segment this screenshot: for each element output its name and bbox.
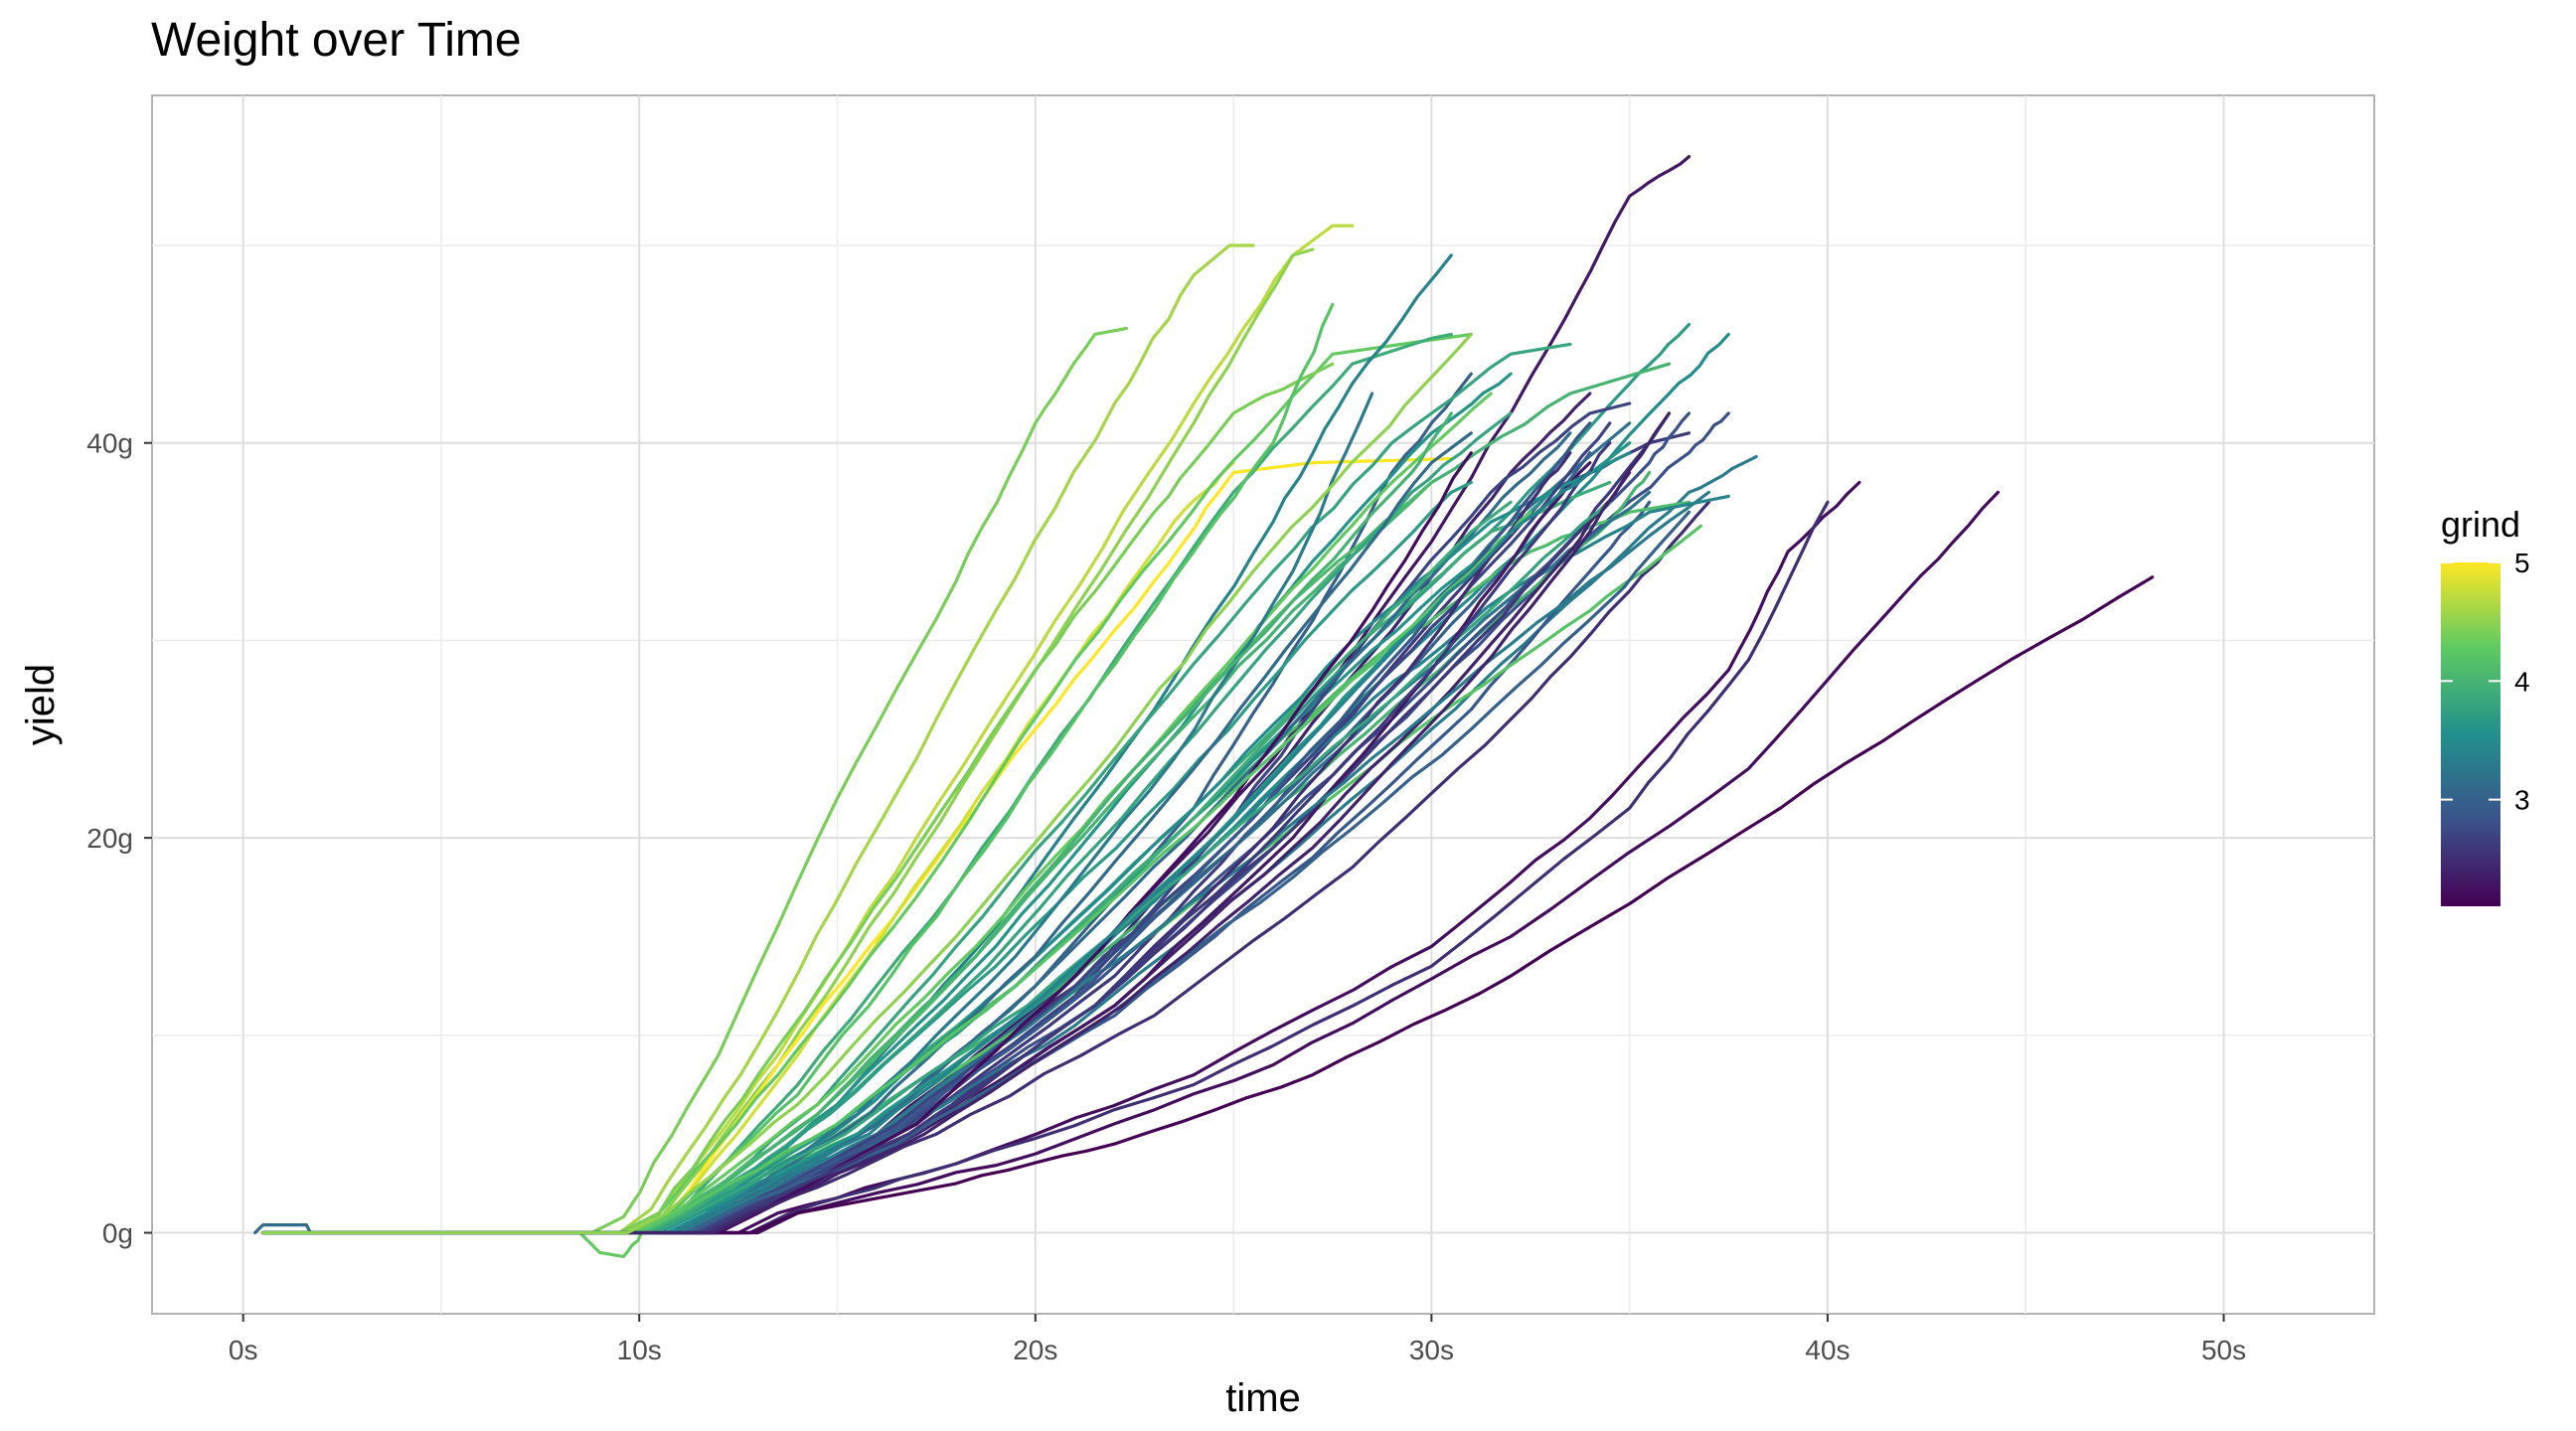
x-tick-label: 10s: [617, 1335, 662, 1365]
x-tick-label: 40s: [1805, 1335, 1850, 1365]
series-line: [261, 411, 1672, 1235]
legend-tick-label: 5: [2514, 548, 2530, 578]
legend-tick-label: 4: [2514, 666, 2530, 697]
legend: grind 3 4 5: [2441, 504, 2530, 906]
series-line: [261, 470, 1592, 1235]
series-line: [261, 510, 1532, 1235]
legend-tick-label: 3: [2514, 785, 2530, 816]
y-tick-label: 40g: [86, 428, 133, 459]
x-tick-label: 30s: [1409, 1335, 1454, 1365]
axis-ticks: 0s 10s 20s 30s 40s 50s 0g 20g 40g: [86, 428, 2246, 1365]
y-tick-label: 0g: [102, 1218, 133, 1249]
series-line: [261, 332, 1473, 1258]
series-line: [261, 411, 1453, 1235]
series-line: [261, 392, 1493, 1235]
series-line: [261, 575, 2155, 1235]
x-axis-title: time: [1225, 1376, 1301, 1420]
series-line: [261, 500, 1513, 1235]
series-line: [261, 421, 1592, 1235]
series-line: [261, 500, 1612, 1235]
plot-panel: [151, 94, 2375, 1315]
series-lines: [253, 155, 2155, 1258]
series-line: [261, 451, 1473, 1235]
legend-colorbar: [2441, 562, 2500, 906]
series-line: [261, 362, 1335, 1235]
series-line: [261, 326, 1129, 1235]
x-tick-label: 20s: [1013, 1335, 1057, 1365]
x-tick-label: 50s: [2201, 1335, 2246, 1365]
x-tick-label: 0s: [229, 1335, 258, 1365]
y-axis-title: yield: [19, 664, 63, 745]
series-line: [261, 303, 1335, 1235]
series-line: [261, 224, 1355, 1235]
series-line: [261, 247, 1315, 1235]
series-line: [261, 500, 1830, 1235]
legend-title: grind: [2441, 504, 2520, 545]
series-line: [261, 243, 1255, 1235]
series-line: [261, 441, 1612, 1235]
series-line: [261, 490, 2000, 1235]
series-line: [261, 461, 1235, 1235]
chart-title: Weight over Time: [151, 14, 522, 67]
series-line: [261, 500, 1710, 1235]
series-line: [261, 332, 1473, 1235]
y-tick-label: 20g: [86, 823, 133, 854]
